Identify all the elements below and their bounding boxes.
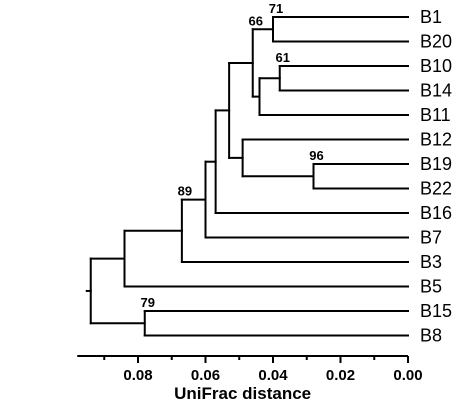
leaf-label: B15 <box>420 301 452 321</box>
leaf-label: B10 <box>420 56 452 76</box>
bootstrap-support-labels: 71 61 66 96 89 79 <box>141 1 324 310</box>
leaf-label: B16 <box>420 203 452 223</box>
support-value: 79 <box>141 295 155 310</box>
axis-tick-label: 0.06 <box>191 367 220 384</box>
leaf-label: B14 <box>420 81 452 101</box>
leaf-label: B11 <box>420 105 451 125</box>
support-value: 89 <box>178 184 192 199</box>
support-value: 61 <box>276 50 290 65</box>
leaf-labels: B1 B20 B10 B14 B11 B12 B19 B22 B16 B7 B3 B5 B15 B8 <box>420 7 452 346</box>
leaf-label: B19 <box>420 154 452 174</box>
leaf-label: B1 <box>420 7 442 27</box>
leaf-label: B5 <box>420 277 442 297</box>
distance-axis: 0.08 0.06 0.04 0.02 0.00 UniFrac distance <box>77 355 423 403</box>
leaf-label: B20 <box>420 32 452 52</box>
tree-branches <box>85 16 409 337</box>
leaf-label: B8 <box>420 326 442 346</box>
leaf-label: B3 <box>420 252 442 272</box>
axis-tick-label: 0.00 <box>393 367 422 384</box>
axis-tick-label: 0.08 <box>123 367 152 384</box>
support-value: 96 <box>309 148 323 163</box>
axis-tick-label: 0.04 <box>258 367 288 384</box>
leaf-label: B12 <box>420 130 452 150</box>
support-value: 71 <box>269 1 283 16</box>
leaf-label: B22 <box>420 179 452 199</box>
leaf-label: B7 <box>420 228 442 248</box>
axis-ticks: 0.08 0.06 0.04 0.02 0.00 <box>103 356 423 384</box>
axis-title: UniFrac distance <box>174 384 311 403</box>
axis-tick-label: 0.02 <box>326 367 355 384</box>
support-value: 66 <box>249 13 263 28</box>
